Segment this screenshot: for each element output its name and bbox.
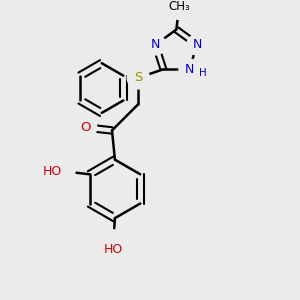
Circle shape: [75, 116, 97, 139]
Text: S: S: [134, 71, 142, 84]
Text: O: O: [80, 121, 91, 134]
Circle shape: [187, 34, 207, 55]
Circle shape: [49, 158, 75, 184]
Circle shape: [166, 0, 192, 19]
Text: N: N: [184, 63, 194, 76]
Text: CH₃: CH₃: [168, 0, 190, 13]
Circle shape: [145, 34, 166, 55]
Text: H: H: [200, 68, 207, 78]
Circle shape: [100, 230, 127, 256]
Text: HO: HO: [104, 243, 123, 256]
Text: N: N: [193, 38, 202, 51]
Circle shape: [127, 67, 149, 89]
Circle shape: [179, 59, 200, 80]
Text: HO: HO: [43, 165, 62, 178]
Text: N: N: [151, 38, 160, 51]
